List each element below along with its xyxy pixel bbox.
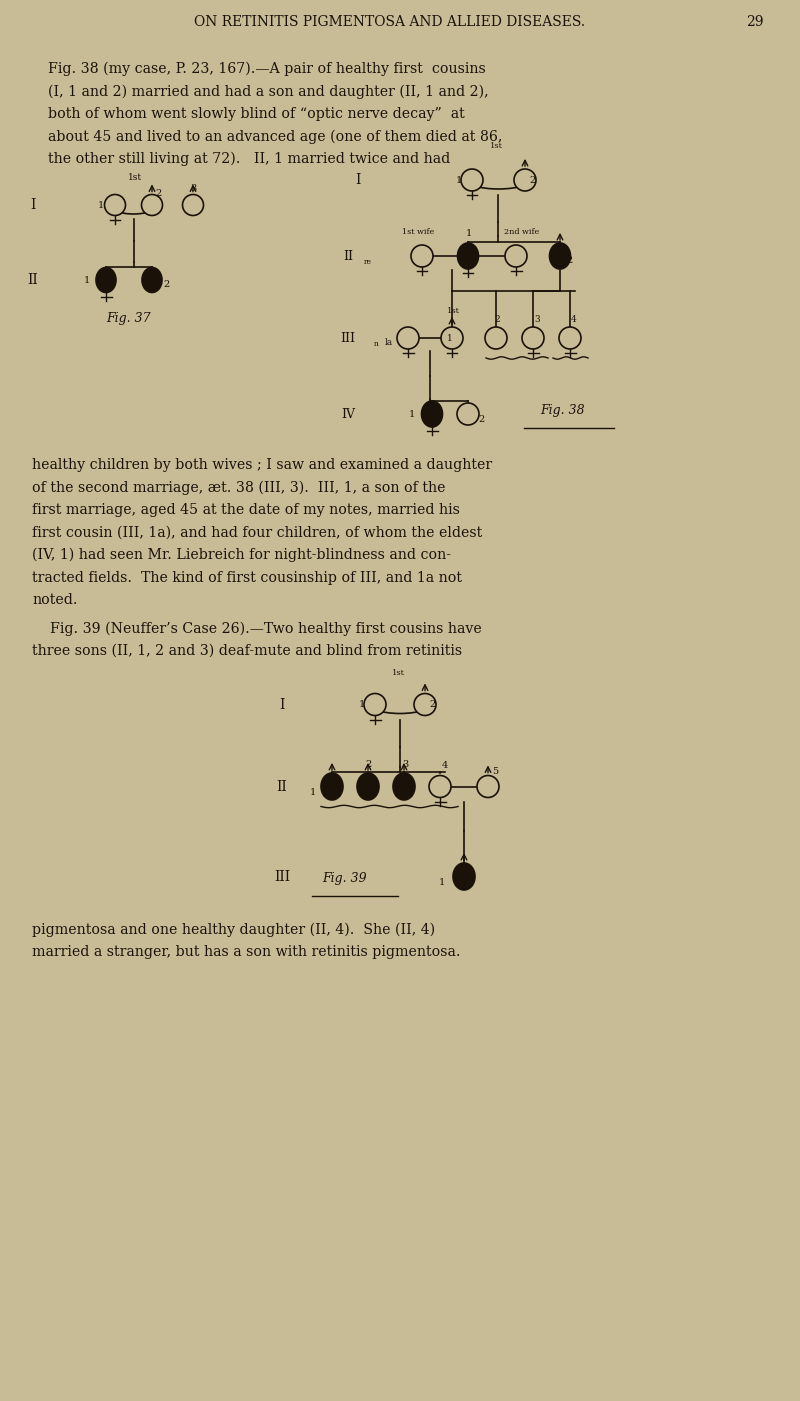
Text: III: III [274, 870, 290, 884]
Text: 1st: 1st [446, 307, 459, 315]
Text: ON RETINITIS PIGMENTOSA AND ALLIED DISEASES.: ON RETINITIS PIGMENTOSA AND ALLIED DISEA… [194, 15, 586, 29]
Text: (I, 1 and 2) married and had a son and daughter (II, 1 and 2),: (I, 1 and 2) married and had a son and d… [48, 84, 489, 99]
Circle shape [364, 693, 386, 716]
Text: (IV, 1) had seen Mr. Liebreich for night-blindness and con-: (IV, 1) had seen Mr. Liebreich for night… [32, 548, 451, 562]
Circle shape [182, 195, 203, 216]
Text: married a stranger, but has a son with retinitis pigmentosa.: married a stranger, but has a son with r… [32, 946, 461, 960]
Circle shape [105, 195, 126, 216]
Text: 1: 1 [98, 200, 104, 210]
Circle shape [559, 326, 581, 349]
Text: I: I [30, 198, 36, 212]
Text: 1st: 1st [490, 142, 503, 150]
Text: first cousin (III, 1a), and had four children, of whom the eldest: first cousin (III, 1a), and had four chi… [32, 525, 482, 539]
Circle shape [485, 326, 507, 349]
Text: 29: 29 [746, 15, 764, 29]
Text: 2: 2 [479, 415, 485, 423]
Text: 1: 1 [359, 700, 365, 709]
Circle shape [414, 693, 436, 716]
Text: Fig. 38: Fig. 38 [540, 403, 584, 416]
Text: I: I [355, 172, 361, 186]
Text: 1: 1 [310, 787, 316, 797]
Text: 5: 5 [492, 766, 498, 776]
Ellipse shape [550, 242, 570, 269]
Text: la: la [385, 338, 393, 346]
Text: 1st: 1st [129, 172, 142, 182]
Circle shape [505, 245, 527, 268]
Text: 2: 2 [366, 759, 372, 769]
Text: IV: IV [341, 408, 355, 420]
Ellipse shape [458, 242, 478, 269]
Text: about 45 and lived to an advanced age (one of them died at 86,: about 45 and lived to an advanced age (o… [48, 129, 502, 144]
Text: 2nd wife: 2nd wife [504, 228, 540, 235]
Ellipse shape [142, 268, 162, 293]
Text: 2: 2 [567, 255, 573, 265]
Text: 1st wife: 1st wife [402, 228, 434, 235]
Text: 1: 1 [409, 409, 415, 419]
Text: 1: 1 [439, 878, 445, 887]
Text: II: II [277, 779, 287, 793]
Text: 1: 1 [456, 175, 462, 185]
Circle shape [457, 403, 479, 425]
Text: both of whom went slowly blind of “optic nerve decay”  at: both of whom went slowly blind of “optic… [48, 106, 465, 120]
Text: Fig. 39: Fig. 39 [322, 871, 366, 885]
Text: Fig. 39 (Neuffer’s Case 26).—Two healthy first cousins have: Fig. 39 (Neuffer’s Case 26).—Two healthy… [32, 622, 482, 636]
Text: 1: 1 [466, 228, 472, 238]
Text: 4: 4 [571, 314, 577, 324]
Text: 2: 2 [156, 189, 162, 198]
Text: II: II [28, 273, 38, 287]
Text: the other still living at 72).   II, 1 married twice and had: the other still living at 72). II, 1 mar… [48, 151, 450, 167]
Text: 1: 1 [447, 333, 453, 342]
Text: re: re [364, 258, 372, 266]
Circle shape [522, 326, 544, 349]
Text: 3: 3 [190, 184, 196, 192]
Text: pigmentosa and one healthy daughter (II, 4).  She (II, 4): pigmentosa and one healthy daughter (II,… [32, 922, 435, 937]
Circle shape [461, 170, 483, 191]
Circle shape [397, 326, 419, 349]
Text: 3: 3 [402, 759, 408, 769]
Text: n: n [374, 340, 378, 347]
Circle shape [411, 245, 433, 268]
Text: first marriage, aged 45 at the date of my notes, married his: first marriage, aged 45 at the date of m… [32, 503, 460, 517]
Text: 2: 2 [530, 175, 536, 185]
Text: Fig. 37: Fig. 37 [106, 311, 150, 325]
Ellipse shape [357, 773, 379, 800]
Text: 2: 2 [430, 700, 436, 709]
Text: three sons (II, 1, 2 and 3) deaf-mute and blind from retinitis: three sons (II, 1, 2 and 3) deaf-mute an… [32, 644, 462, 658]
Ellipse shape [453, 863, 475, 890]
Text: III: III [341, 332, 355, 345]
Ellipse shape [393, 773, 415, 800]
Text: 3: 3 [534, 314, 540, 324]
Circle shape [429, 776, 451, 797]
Circle shape [441, 326, 463, 349]
Ellipse shape [321, 773, 343, 800]
Circle shape [477, 776, 499, 797]
Circle shape [142, 195, 162, 216]
Circle shape [514, 170, 536, 191]
Text: noted.: noted. [32, 593, 78, 607]
Text: tracted fields.  The kind of first cousinship of III, and 1a not: tracted fields. The kind of first cousin… [32, 570, 462, 584]
Text: Fig. 38 (my case, P. 23, 167).—A pair of healthy first  cousins: Fig. 38 (my case, P. 23, 167).—A pair of… [48, 62, 486, 77]
Ellipse shape [422, 401, 442, 427]
Text: 1: 1 [84, 276, 90, 284]
Text: healthy children by both wives ; I saw and examined a daughter: healthy children by both wives ; I saw a… [32, 458, 492, 472]
Text: II: II [343, 249, 353, 262]
Text: I: I [279, 698, 285, 712]
Text: 2: 2 [164, 280, 170, 289]
Text: 2: 2 [494, 314, 500, 324]
Text: 1st: 1st [391, 668, 405, 677]
Text: of the second marriage, æt. 38 (III, 3).  III, 1, a son of the: of the second marriage, æt. 38 (III, 3).… [32, 481, 446, 495]
Ellipse shape [96, 268, 116, 293]
Text: 4: 4 [442, 761, 448, 771]
